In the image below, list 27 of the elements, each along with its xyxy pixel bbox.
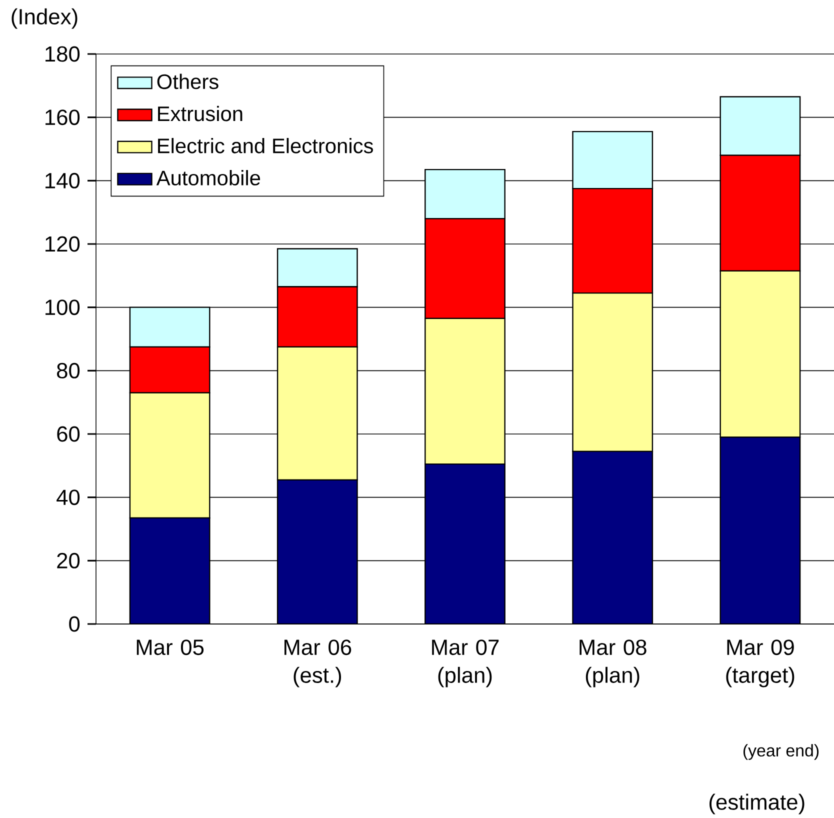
y-axis-title: (Index) bbox=[12, 8, 78, 29]
legend-label: Automobile bbox=[156, 170, 260, 186]
x-tick-label: Mar 07 (plan) bbox=[432, 640, 499, 688]
bar bbox=[720, 436, 801, 624]
text: (year end) bbox=[743, 744, 819, 760]
legend-label: Extrusion bbox=[158, 106, 242, 122]
y-tick-label: 160 bbox=[46, 110, 80, 126]
bar bbox=[276, 479, 358, 624]
x-tick-label: Mar 06 (est.) bbox=[284, 640, 352, 688]
bar bbox=[572, 450, 654, 624]
y-tick-label: 40 bbox=[56, 490, 80, 506]
y-tick-label: 120 bbox=[46, 236, 80, 252]
x-tick-label: Mar 09 (target) bbox=[726, 640, 794, 688]
y-tick-label: 20 bbox=[57, 552, 80, 568]
y-tick-label: 140 bbox=[46, 172, 80, 188]
y-tick-label: 60 bbox=[57, 426, 80, 442]
x-tick-label: Mar 05 bbox=[136, 640, 204, 656]
text: (estimate) bbox=[710, 794, 804, 814]
bar bbox=[424, 463, 506, 624]
legend-label: Electric and Electronics bbox=[158, 138, 373, 154]
y-tick-label: 80 bbox=[57, 362, 80, 378]
legend-label: Others bbox=[157, 74, 218, 90]
x-tick-label: Mar 08 (plan) bbox=[580, 640, 646, 688]
y-tick-label: 0 bbox=[69, 616, 80, 632]
bar bbox=[129, 517, 210, 624]
y-tick-label: 180 bbox=[46, 46, 80, 62]
y-tick-label: 100 bbox=[46, 300, 80, 316]
